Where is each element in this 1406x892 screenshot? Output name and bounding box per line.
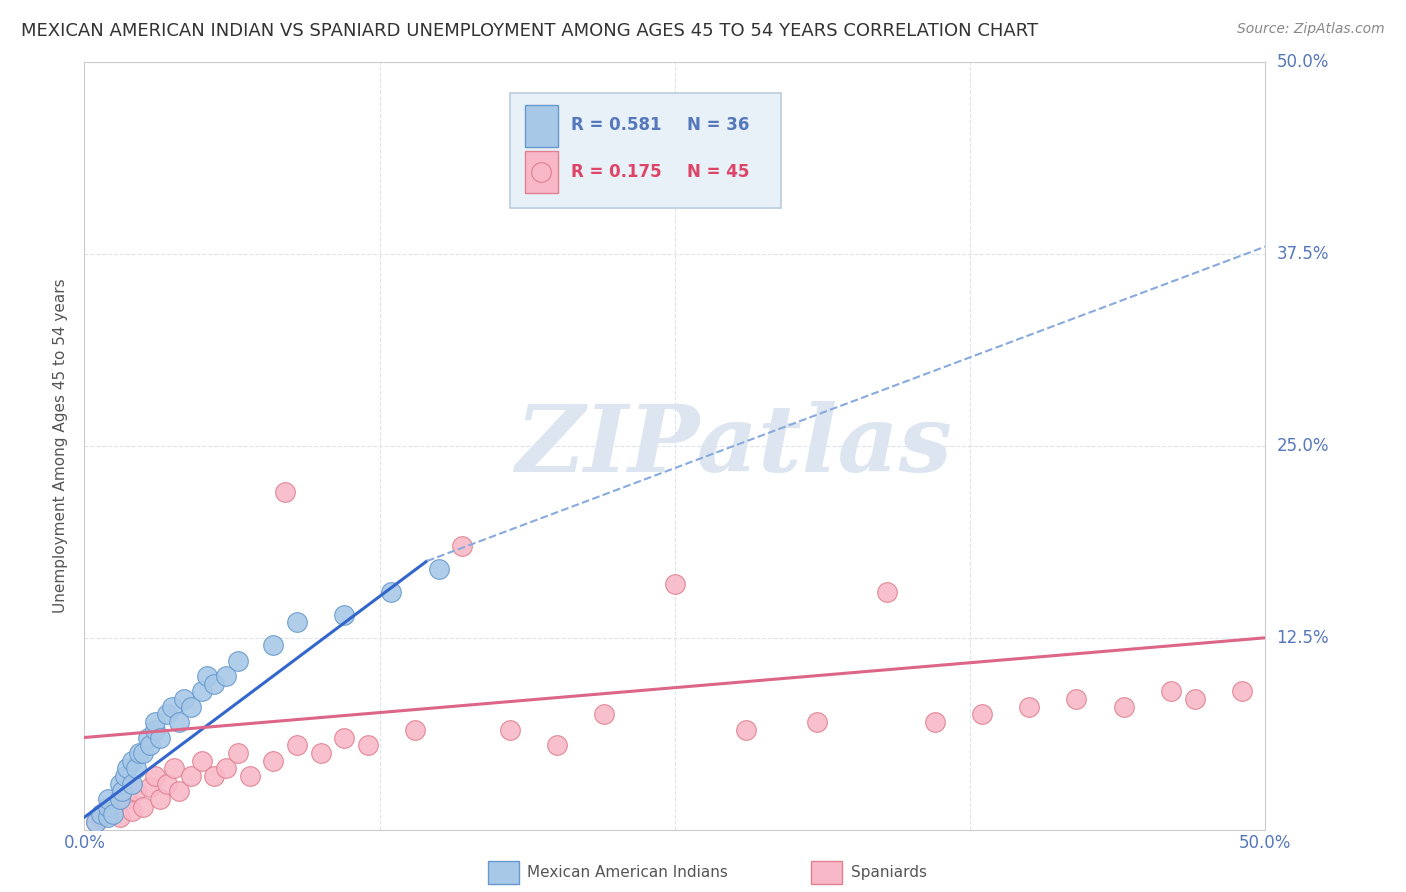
Text: R = 0.581: R = 0.581 [571, 116, 661, 135]
Point [876, 584, 898, 599]
Text: R = 0.175: R = 0.175 [571, 163, 662, 181]
Text: 25.0%: 25.0% [1277, 437, 1329, 455]
Point [498, 723, 520, 737]
Point [333, 607, 356, 622]
Text: N = 45: N = 45 [686, 163, 749, 181]
Point [274, 485, 297, 500]
Point [593, 707, 616, 722]
Point [139, 738, 162, 752]
Point [285, 738, 308, 752]
Point [84, 814, 107, 829]
Point [226, 746, 249, 760]
Point [121, 804, 143, 818]
Point [1230, 684, 1253, 698]
Point [132, 799, 155, 814]
Point [128, 746, 150, 760]
Point [108, 789, 131, 803]
Point [101, 799, 124, 814]
Text: 50.0%: 50.0% [1277, 54, 1329, 71]
Point [404, 723, 426, 737]
Point [167, 784, 190, 798]
Point [163, 761, 186, 775]
Point [143, 769, 166, 783]
Point [121, 754, 143, 768]
Point [215, 669, 238, 683]
Point [108, 792, 131, 806]
Text: Spaniards: Spaniards [851, 865, 927, 880]
Point [427, 562, 450, 576]
Text: 37.5%: 37.5% [1277, 245, 1329, 263]
Point [357, 738, 380, 752]
Point [114, 769, 136, 783]
Point [97, 799, 120, 814]
Bar [524, 151, 558, 193]
Point [180, 769, 202, 783]
Point [734, 723, 756, 737]
Point [115, 761, 138, 775]
Text: Source: ZipAtlas.com: Source: ZipAtlas.com [1237, 22, 1385, 37]
Text: Mexican American Indians: Mexican American Indians [527, 865, 728, 880]
Point [125, 784, 148, 798]
Point [333, 731, 356, 745]
Point [262, 754, 284, 768]
Point [664, 577, 686, 591]
FancyBboxPatch shape [509, 93, 782, 208]
Point [806, 715, 828, 730]
Point [546, 738, 568, 752]
Point [97, 810, 120, 824]
Point [156, 776, 179, 790]
Point [156, 707, 179, 722]
Point [143, 715, 166, 730]
Point [132, 746, 155, 760]
Point [90, 810, 112, 824]
Point [180, 699, 202, 714]
Point [173, 692, 195, 706]
Point [111, 784, 134, 798]
Point [970, 707, 993, 722]
Point [108, 776, 131, 790]
Point [1018, 699, 1040, 714]
Point [924, 715, 946, 730]
Point [139, 780, 162, 794]
Point [108, 810, 131, 824]
Point [239, 769, 262, 783]
Point [97, 792, 120, 806]
Point [136, 731, 159, 745]
Point [160, 699, 183, 714]
Point [1066, 692, 1088, 706]
Point [195, 669, 218, 683]
Text: 12.5%: 12.5% [1277, 629, 1329, 647]
Point [1184, 692, 1206, 706]
Point [167, 715, 190, 730]
Point [121, 776, 143, 790]
Point [380, 584, 402, 599]
Point [191, 754, 214, 768]
Point [1160, 684, 1182, 698]
Text: MEXICAN AMERICAN INDIAN VS SPANIARD UNEMPLOYMENT AMONG AGES 45 TO 54 YEARS CORRE: MEXICAN AMERICAN INDIAN VS SPANIARD UNEM… [21, 22, 1038, 40]
Point [143, 723, 166, 737]
Text: N = 36: N = 36 [686, 116, 749, 135]
Point [149, 731, 172, 745]
Point [262, 639, 284, 653]
Point [101, 807, 124, 822]
Point [191, 684, 214, 698]
Point [149, 792, 172, 806]
Point [90, 807, 112, 822]
Point [285, 615, 308, 630]
Point [215, 761, 238, 775]
Y-axis label: Unemployment Among Ages 45 to 54 years: Unemployment Among Ages 45 to 54 years [53, 278, 69, 614]
Point [309, 746, 332, 760]
Point [84, 814, 107, 829]
Text: ZIPatlas: ZIPatlas [516, 401, 952, 491]
Bar [524, 104, 558, 147]
Point [125, 761, 148, 775]
Point [451, 539, 474, 553]
Point [1112, 699, 1135, 714]
Point [115, 792, 138, 806]
Point [202, 677, 225, 691]
Point [97, 807, 120, 822]
Point [202, 769, 225, 783]
Point [226, 654, 249, 668]
